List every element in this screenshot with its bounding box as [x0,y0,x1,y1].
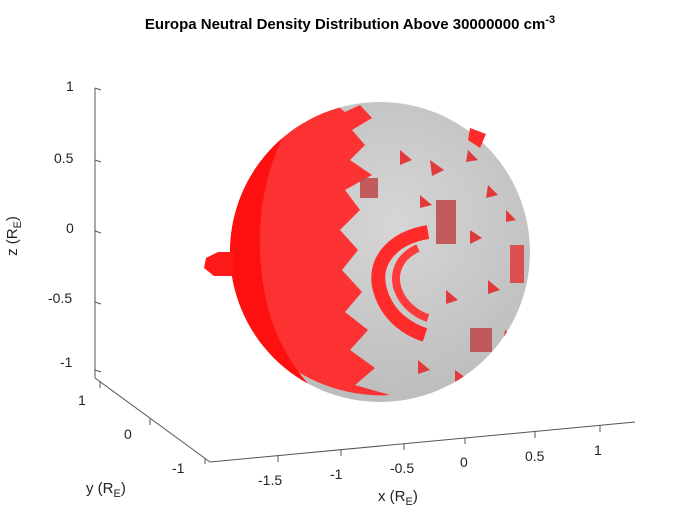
x-tick-label: -1.5 [258,472,283,488]
density-fringe [468,128,486,148]
chart-title: Europa Neutral Density Distribution Abov… [144,14,556,33]
x-tick-label: -0.5 [390,460,415,476]
z-tick-label: 1 [66,78,74,94]
europa-sphere [204,102,530,402]
density-triangle [466,150,478,162]
x-tick-label: 0.5 [525,448,545,464]
z-tick-label: 0 [66,220,74,236]
density-triangle [503,330,515,342]
y-tick-label: 1 [78,392,86,408]
density-arc-outer [371,225,430,342]
density-shade-left [230,110,312,388]
y-axis-line [94,377,211,463]
y-axis-label: y (RE) [86,480,126,500]
density-triangle [420,195,432,208]
density-triangle [430,160,444,176]
x-axis-label: x (RE) [378,488,418,508]
y-tick-label: 0 [124,426,132,442]
density-patch [360,178,378,198]
density-patch [510,245,524,283]
z-tick-label: -0.5 [48,290,73,306]
x-tick-label: 0 [460,454,468,470]
y-tick-label: -1 [172,460,185,476]
x-tick-label: 1 [594,442,602,458]
density-triangle [470,230,482,244]
z-tick-label: -1 [60,354,73,370]
z-axis-label: z (RE) [3,216,24,256]
density-triangle [506,210,516,222]
density-triangle [400,150,412,165]
density-patch [436,200,456,244]
x-tick-label: -1 [330,466,343,482]
z-tick-label: 0.5 [54,150,74,166]
density-triangle [488,280,500,294]
density-plume [204,252,234,276]
density-triangle [418,360,430,374]
axes-box [94,88,636,463]
density-triangle [486,185,498,198]
tick-marks [94,87,601,464]
density-patch [470,328,492,352]
density-arc-inner [392,244,430,322]
x-axis-line [209,421,636,463]
density-triangle [446,290,458,304]
